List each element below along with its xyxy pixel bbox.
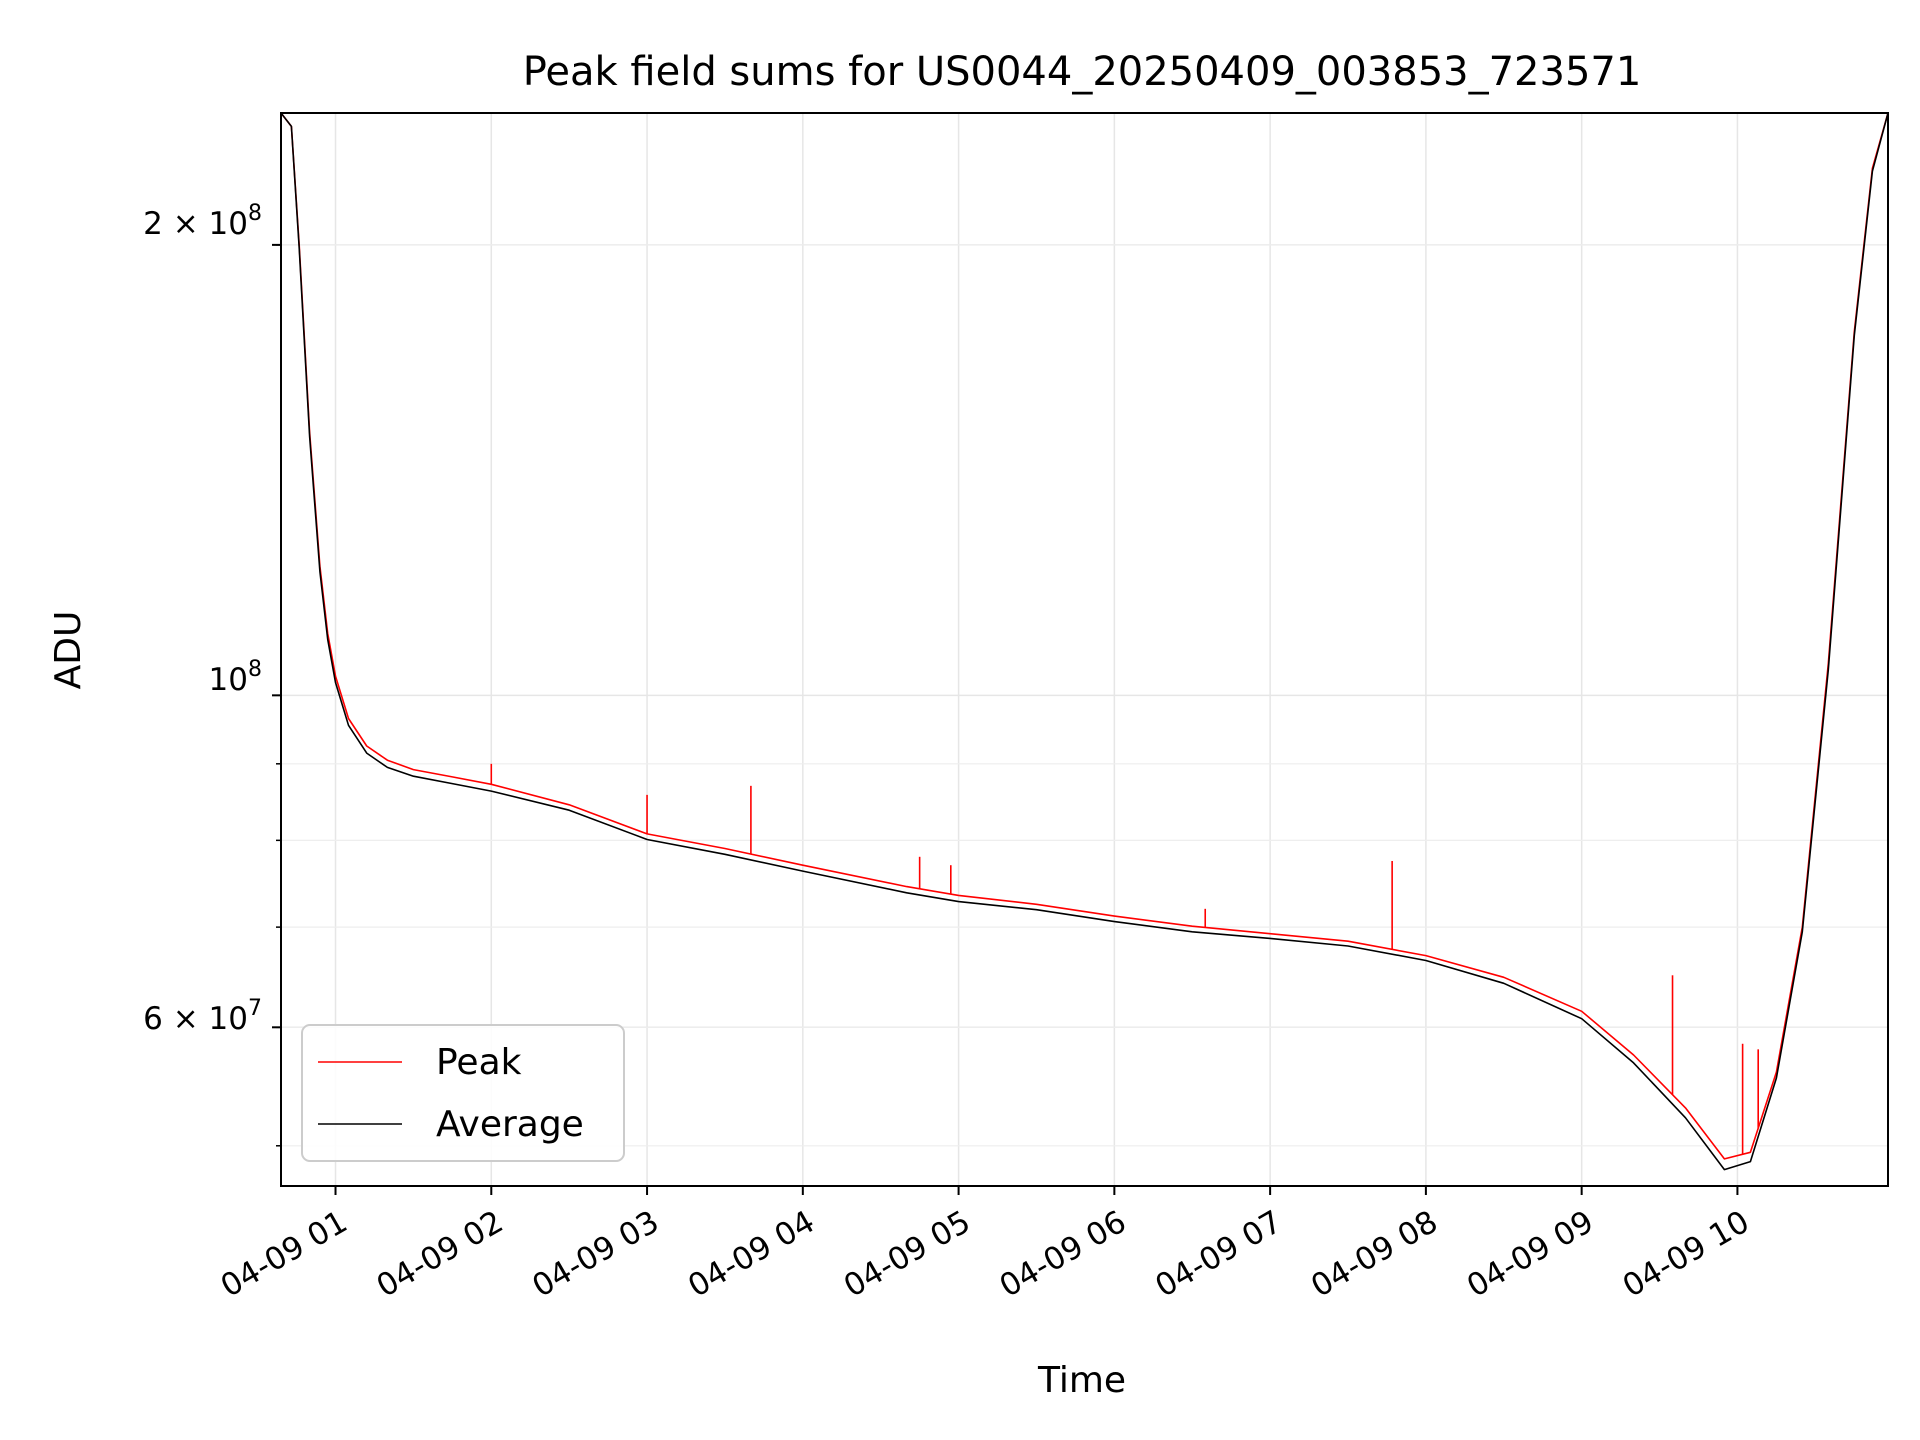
plot-lines	[280, 112, 1889, 1171]
grid	[281, 113, 1888, 1186]
legend-label-peak: Peak	[436, 1042, 522, 1083]
legend: Peak Average	[301, 1024, 625, 1162]
chart-title: Peak field sums for US0044_20250409_0038…	[523, 49, 1642, 95]
series-line-average	[280, 112, 1889, 1171]
y-tick-label-6e7: 6 × 107	[143, 996, 262, 1037]
y-tick-label-1e8: 108	[209, 657, 262, 698]
x-axis-label: Time	[1037, 1360, 1126, 1401]
legend-box	[301, 1024, 625, 1162]
series-line-peak	[280, 112, 1889, 1160]
y-tick-label-2e8: 2 × 108	[143, 201, 262, 242]
y-axis-label: ADU	[48, 611, 89, 690]
plot-frame	[280, 112, 1889, 1187]
y-ticks	[272, 243, 281, 1147]
legend-label-average: Average	[436, 1104, 584, 1145]
